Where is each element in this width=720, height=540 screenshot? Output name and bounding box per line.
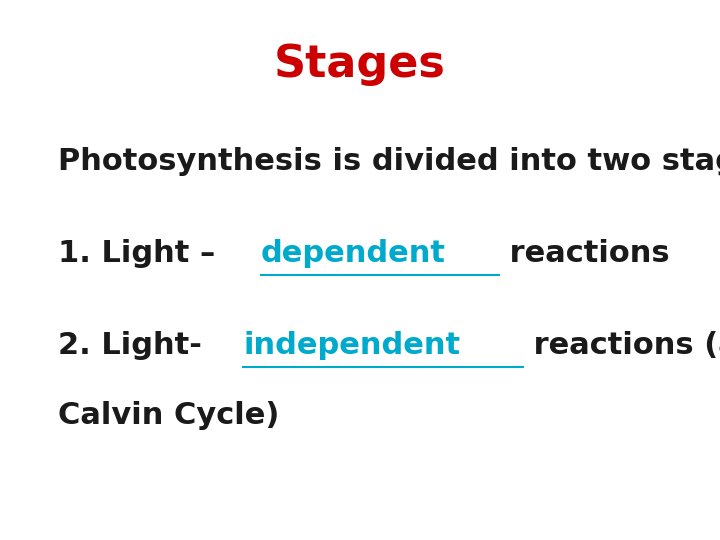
Text: 2. Light-: 2. Light- <box>58 331 202 360</box>
Text: 1. Light –: 1. Light – <box>58 239 215 268</box>
Text: Photosynthesis is divided into two stages:: Photosynthesis is divided into two stage… <box>58 147 720 177</box>
Text: dependent: dependent <box>261 239 446 268</box>
Text: reactions (also called the: reactions (also called the <box>523 331 720 360</box>
Text: independent: independent <box>243 331 460 360</box>
Text: Stages: Stages <box>274 43 446 86</box>
Text: reactions: reactions <box>499 239 670 268</box>
Text: Calvin Cycle): Calvin Cycle) <box>58 401 279 430</box>
